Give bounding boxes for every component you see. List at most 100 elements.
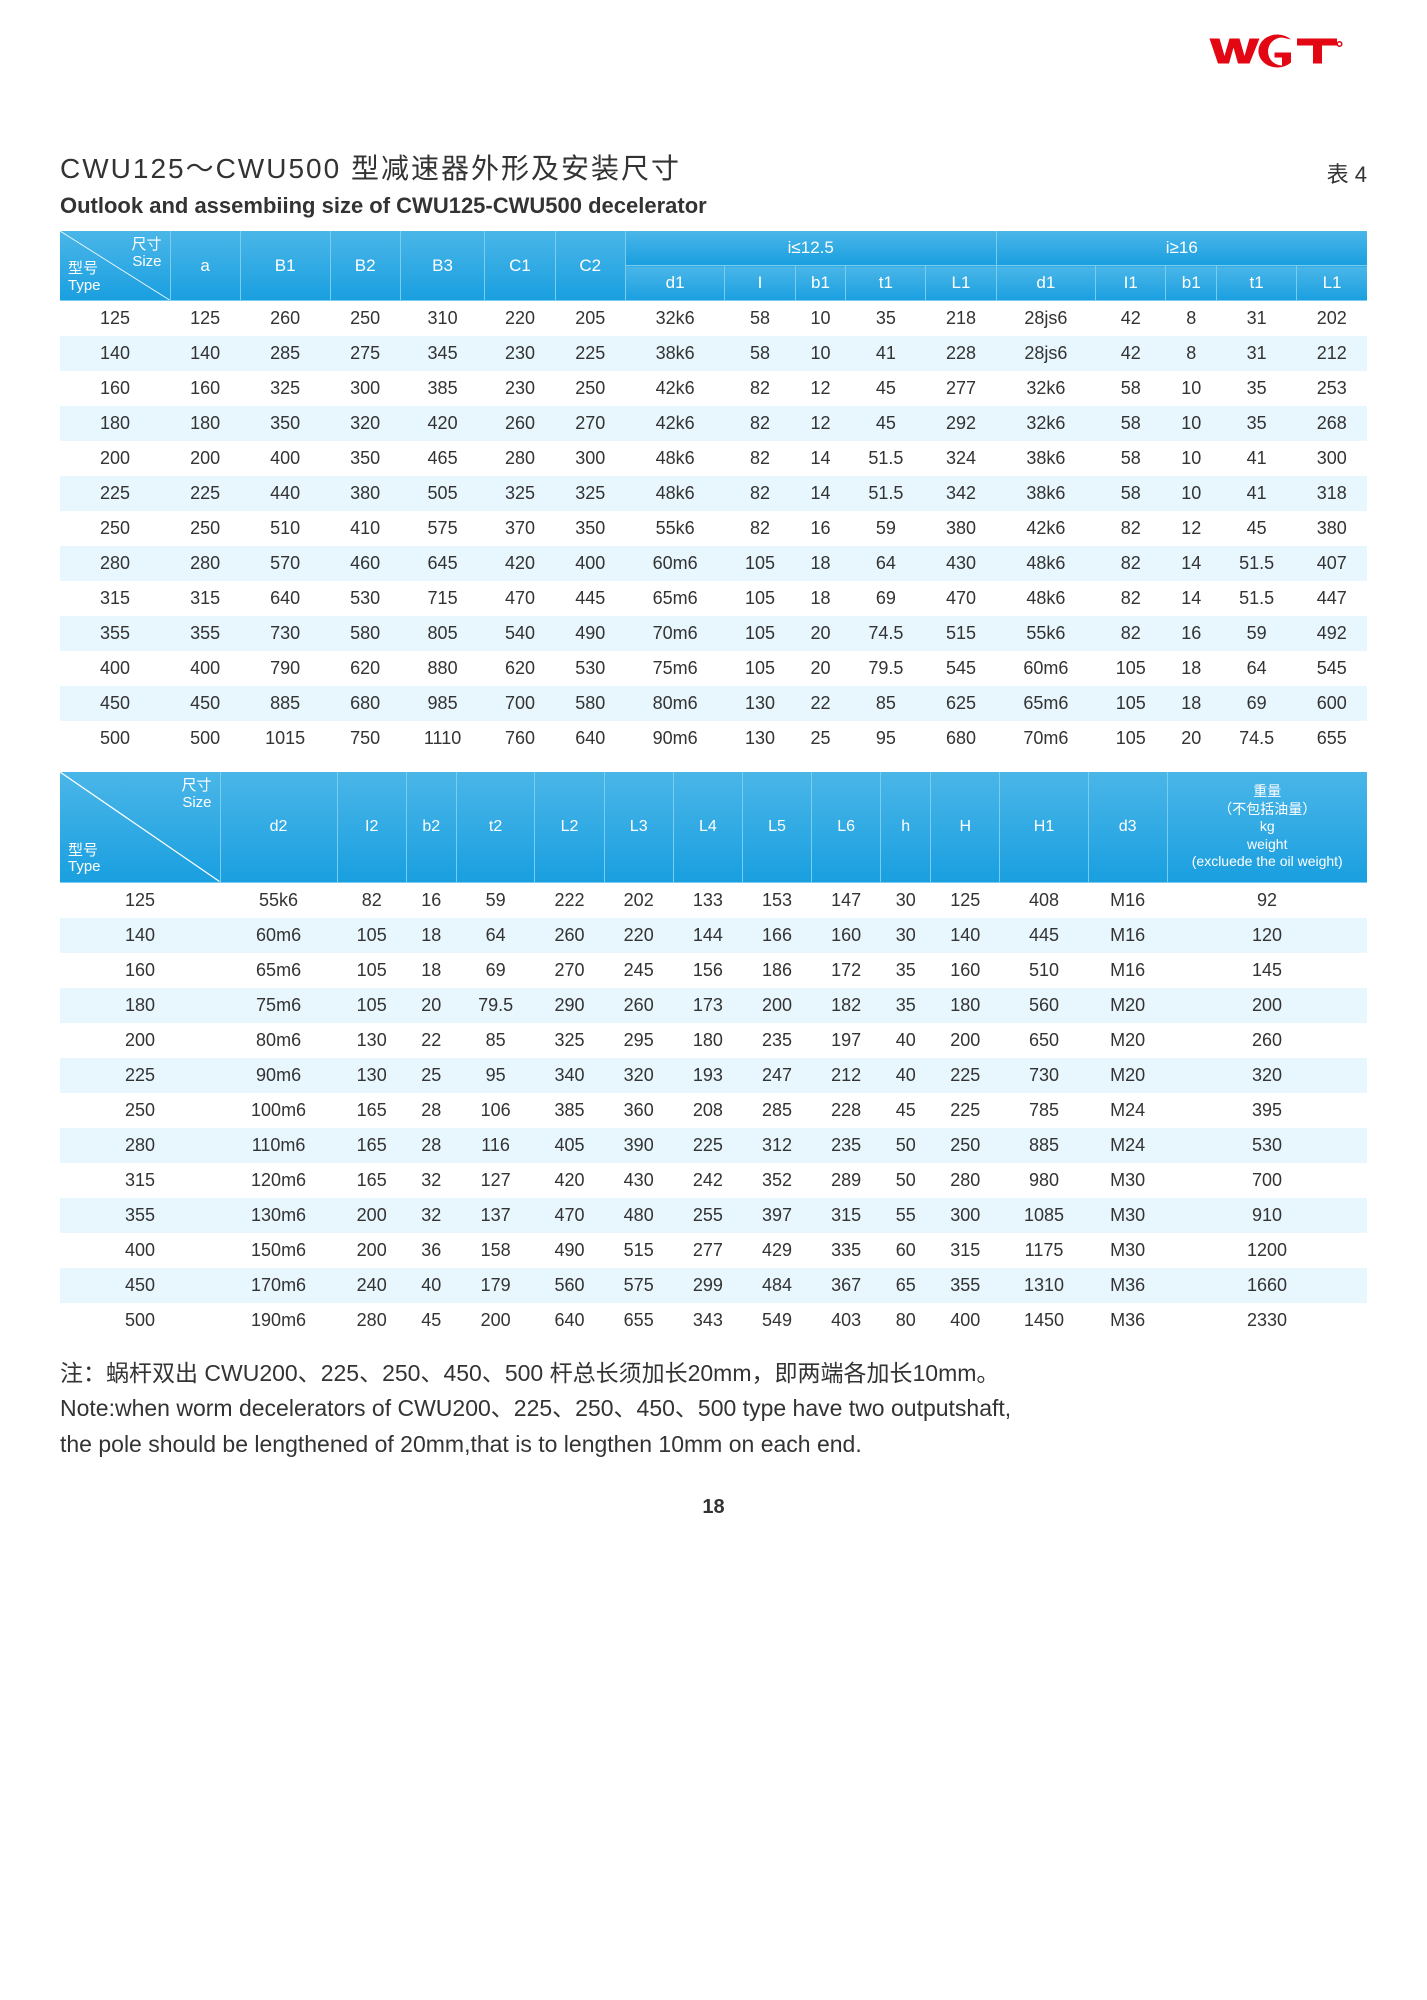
cell: 280 — [931, 1163, 1000, 1198]
cell: 105 — [337, 988, 406, 1023]
cell: 545 — [926, 651, 996, 686]
cell: 730 — [240, 616, 330, 651]
cell: 180 — [931, 988, 1000, 1023]
cell: 470 — [926, 581, 996, 616]
cell: M16 — [1088, 918, 1167, 953]
cell: 2330 — [1167, 1303, 1367, 1338]
cell: 106 — [456, 1093, 535, 1128]
table-row: 500190m628045200640655343549403804001450… — [60, 1303, 1367, 1338]
cell: 225 — [60, 476, 170, 511]
cell: 144 — [673, 918, 742, 953]
cell: 60m6 — [625, 546, 724, 581]
cell: 300 — [555, 441, 625, 476]
cell: 25 — [795, 721, 846, 756]
cell: 290 — [535, 988, 604, 1023]
cell: 260 — [535, 918, 604, 953]
cell: 228 — [812, 1093, 881, 1128]
cell: 80 — [881, 1303, 931, 1338]
cell: 460 — [330, 546, 400, 581]
cell: 127 — [456, 1163, 535, 1198]
table2-col: L3 — [604, 772, 673, 882]
cell: 730 — [1000, 1058, 1088, 1093]
table-row: 25025051041057537035055k682165938042k682… — [60, 511, 1367, 546]
cell: 64 — [456, 918, 535, 953]
cell: 510 — [240, 511, 330, 546]
cell: 160 — [60, 371, 170, 406]
table2-col: I2 — [337, 772, 406, 882]
cell: 340 — [535, 1058, 604, 1093]
table-row: 250100m61652810638536020828522845225785M… — [60, 1093, 1367, 1128]
cell: 82 — [1096, 511, 1166, 546]
cell: 350 — [240, 406, 330, 441]
title-cn: CWU125～CWU500 型减速器外形及安装尺寸 — [60, 147, 1367, 187]
cell: 158 — [456, 1233, 535, 1268]
cell: 10 — [1166, 406, 1217, 441]
cell: 247 — [742, 1058, 811, 1093]
table2-col: L5 — [742, 772, 811, 882]
cell: 140 — [60, 336, 170, 371]
cell: 260 — [485, 406, 555, 441]
cell: 530 — [1167, 1128, 1367, 1163]
cell: 225 — [931, 1058, 1000, 1093]
cell: 625 — [926, 686, 996, 721]
cell: 395 — [1167, 1093, 1367, 1128]
cell: 885 — [240, 686, 330, 721]
table-row: 18018035032042026027042k682124529232k658… — [60, 406, 1367, 441]
cell: 82 — [1096, 581, 1166, 616]
table-row: 20020040035046528030048k6821451.532438k6… — [60, 441, 1367, 476]
cell: 25 — [406, 1058, 456, 1093]
cell: M30 — [1088, 1233, 1167, 1268]
cell: 36 — [406, 1233, 456, 1268]
cell: 410 — [330, 511, 400, 546]
cell: 445 — [1000, 918, 1088, 953]
table-row: 16016032530038523025042k682124527732k658… — [60, 371, 1367, 406]
cell: 105 — [725, 616, 795, 651]
cell: 505 — [400, 476, 485, 511]
cell: 41 — [846, 336, 926, 371]
cell: 270 — [555, 406, 625, 441]
header-row — [60, 30, 1367, 77]
cell: 700 — [1167, 1163, 1367, 1198]
cell: 380 — [330, 476, 400, 511]
cell: 324 — [926, 441, 996, 476]
cell: 140 — [931, 918, 1000, 953]
cell: 342 — [926, 476, 996, 511]
cell: 45 — [406, 1303, 456, 1338]
cell: 22 — [795, 686, 846, 721]
cell: 28 — [406, 1093, 456, 1128]
cell: 980 — [1000, 1163, 1088, 1198]
cell: 12 — [795, 406, 846, 441]
cell: 250 — [60, 511, 170, 546]
cell: 640 — [535, 1303, 604, 1338]
cell: 280 — [170, 546, 240, 581]
cell: 65 — [881, 1268, 931, 1303]
cell: 95 — [846, 721, 926, 756]
cell: 260 — [240, 301, 330, 337]
cell: M36 — [1088, 1303, 1167, 1338]
table2-body: 12555k682165922220213315314730125408M169… — [60, 882, 1367, 1338]
cell: 280 — [485, 441, 555, 476]
cell: 170m6 — [220, 1268, 337, 1303]
col-a: a — [170, 231, 240, 301]
cell: 292 — [926, 406, 996, 441]
cell: 58 — [1096, 441, 1166, 476]
cell: 1200 — [1167, 1233, 1367, 1268]
cell: 470 — [485, 581, 555, 616]
cell: 880 — [400, 651, 485, 686]
cell: 343 — [673, 1303, 742, 1338]
cell: M20 — [1088, 1023, 1167, 1058]
cell: 10 — [1166, 441, 1217, 476]
cell: 200 — [337, 1198, 406, 1233]
cell: 403 — [812, 1303, 881, 1338]
cell: 32k6 — [996, 406, 1095, 441]
cell: 64 — [1217, 651, 1297, 686]
cell: 355 — [60, 616, 170, 651]
cell: 165 — [337, 1093, 406, 1128]
cell: 408 — [1000, 882, 1088, 918]
cell: 65m6 — [220, 953, 337, 988]
cell: 312 — [742, 1128, 811, 1163]
cell: M24 — [1088, 1093, 1167, 1128]
cell: 640 — [240, 581, 330, 616]
cell: 16 — [795, 511, 846, 546]
cell: 650 — [1000, 1023, 1088, 1058]
